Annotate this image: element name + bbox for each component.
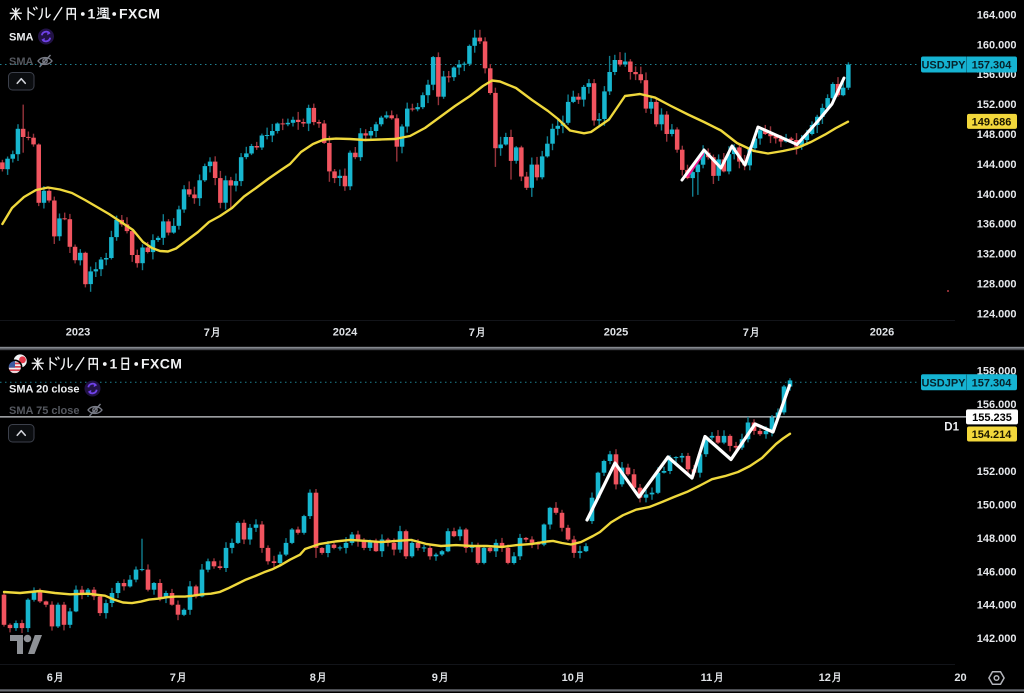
svg-text:155.235: 155.235	[972, 412, 1012, 424]
svg-text:152.000: 152.000	[977, 466, 1017, 478]
svg-text:20: 20	[954, 672, 966, 684]
svg-text:FXCM: FXCM	[141, 356, 182, 372]
svg-text:124.000: 124.000	[977, 308, 1017, 320]
svg-text:149.686: 149.686	[972, 116, 1012, 128]
svg-text:SMA 75 close: SMA 75 close	[9, 405, 80, 417]
svg-text:157.304: 157.304	[972, 60, 1013, 72]
svg-text:1: 1	[88, 6, 96, 22]
svg-text:7: 7	[743, 327, 749, 339]
svg-text:SMA: SMA	[9, 32, 34, 44]
svg-text:9: 9	[432, 672, 438, 684]
svg-text:136.000: 136.000	[977, 219, 1017, 231]
svg-text:146.000: 146.000	[977, 566, 1017, 578]
svg-text:7: 7	[469, 327, 475, 339]
svg-text:11: 11	[701, 672, 713, 684]
svg-text:148.000: 148.000	[977, 129, 1017, 141]
svg-text:164.000: 164.000	[977, 10, 1017, 22]
svg-text:2026: 2026	[870, 327, 894, 339]
svg-text:152.000: 152.000	[977, 99, 1017, 111]
svg-text:156.000: 156.000	[977, 399, 1017, 411]
svg-text:10: 10	[562, 672, 574, 684]
svg-text:154.214: 154.214	[972, 429, 1013, 441]
svg-text:8: 8	[310, 672, 316, 684]
svg-text:USDJPY: USDJPY	[921, 377, 966, 389]
svg-text:144.000: 144.000	[977, 159, 1017, 171]
svg-text:2023: 2023	[66, 327, 90, 339]
svg-text:SMA 20 close: SMA 20 close	[9, 384, 80, 396]
svg-text:7: 7	[170, 672, 176, 684]
svg-text:128.000: 128.000	[977, 278, 1017, 290]
svg-text:140.000: 140.000	[977, 189, 1017, 201]
svg-text:USDJPY: USDJPY	[921, 60, 966, 72]
svg-text:144.000: 144.000	[977, 600, 1017, 612]
svg-text:12: 12	[819, 672, 831, 684]
svg-text:FXCM: FXCM	[119, 6, 160, 22]
svg-text:7: 7	[204, 327, 210, 339]
svg-text:6: 6	[47, 672, 53, 684]
svg-text:142.000: 142.000	[977, 633, 1017, 645]
svg-text:157.304: 157.304	[972, 377, 1013, 389]
svg-text:1: 1	[110, 356, 118, 372]
svg-text:132.000: 132.000	[977, 249, 1017, 261]
svg-text:150.000: 150.000	[977, 499, 1017, 511]
svg-text:160.000: 160.000	[977, 39, 1017, 51]
svg-text:2024: 2024	[333, 327, 358, 339]
svg-text:148.000: 148.000	[977, 533, 1017, 545]
svg-text:SMA: SMA	[9, 56, 34, 68]
svg-text:D1: D1	[944, 422, 959, 434]
svg-text:2025: 2025	[604, 327, 628, 339]
